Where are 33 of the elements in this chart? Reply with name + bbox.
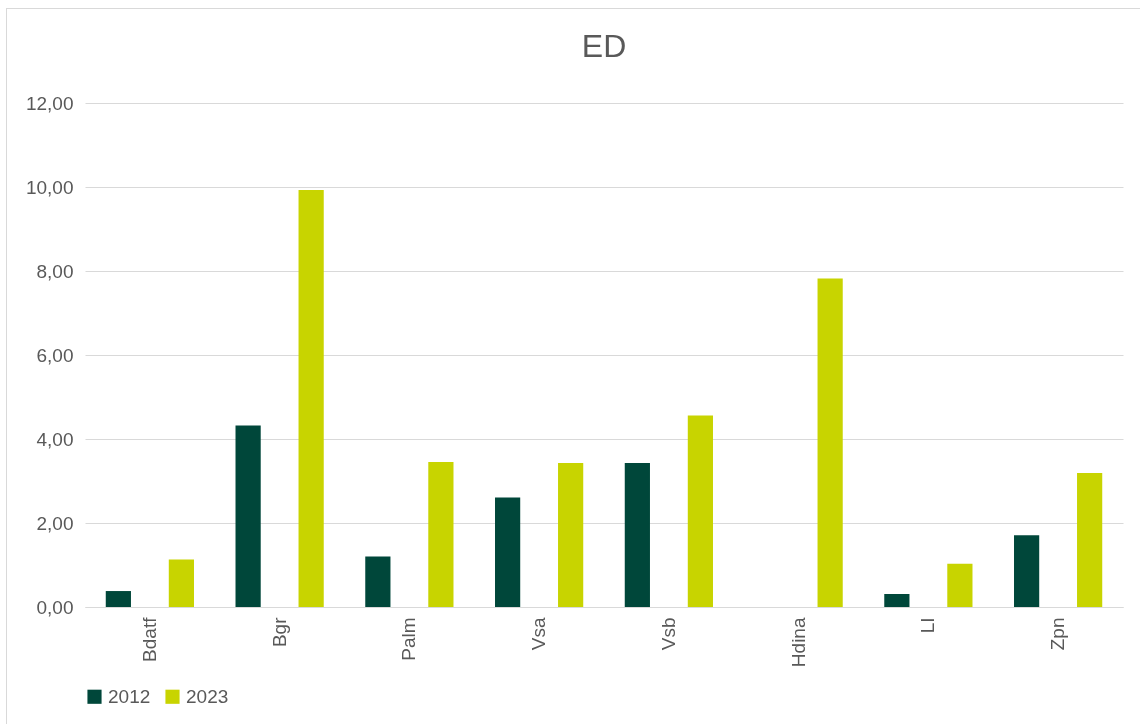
bar xyxy=(428,462,454,607)
x-tick-label: Palm xyxy=(398,617,420,661)
bar xyxy=(817,278,843,607)
x-tick-label: Bgr xyxy=(268,616,290,648)
bar xyxy=(947,563,973,607)
bar xyxy=(105,591,131,607)
legend-label: 2012 xyxy=(108,685,151,707)
legend-label: 2023 xyxy=(186,685,229,707)
bar xyxy=(687,415,713,607)
bar xyxy=(168,559,194,607)
y-tick-label: 8,00 xyxy=(36,260,74,282)
bar xyxy=(235,425,261,607)
x-tick-label: Zpn xyxy=(1047,617,1069,651)
chart-title: ED xyxy=(581,28,627,64)
x-tick-label: Vsa xyxy=(528,617,550,651)
bar xyxy=(1014,535,1040,607)
y-tick-label: 0,00 xyxy=(36,596,74,618)
bar xyxy=(495,497,521,607)
bar xyxy=(884,593,910,607)
x-tick-label: Bdatf xyxy=(138,616,160,662)
bar xyxy=(624,462,650,607)
bar xyxy=(558,462,584,607)
bar xyxy=(1077,473,1103,607)
x-tick-label: Hdina xyxy=(787,617,809,668)
y-tick-label: 2,00 xyxy=(36,512,74,534)
y-tick-label: 6,00 xyxy=(36,344,74,366)
y-tick-label: 10,00 xyxy=(25,176,74,198)
x-tick-label: Vsb xyxy=(657,617,679,651)
y-tick-label: 12,00 xyxy=(25,92,74,114)
y-tick-label: 4,00 xyxy=(36,428,74,450)
bar xyxy=(365,556,391,607)
x-tick-label: LI xyxy=(917,617,939,634)
bar xyxy=(298,189,324,607)
